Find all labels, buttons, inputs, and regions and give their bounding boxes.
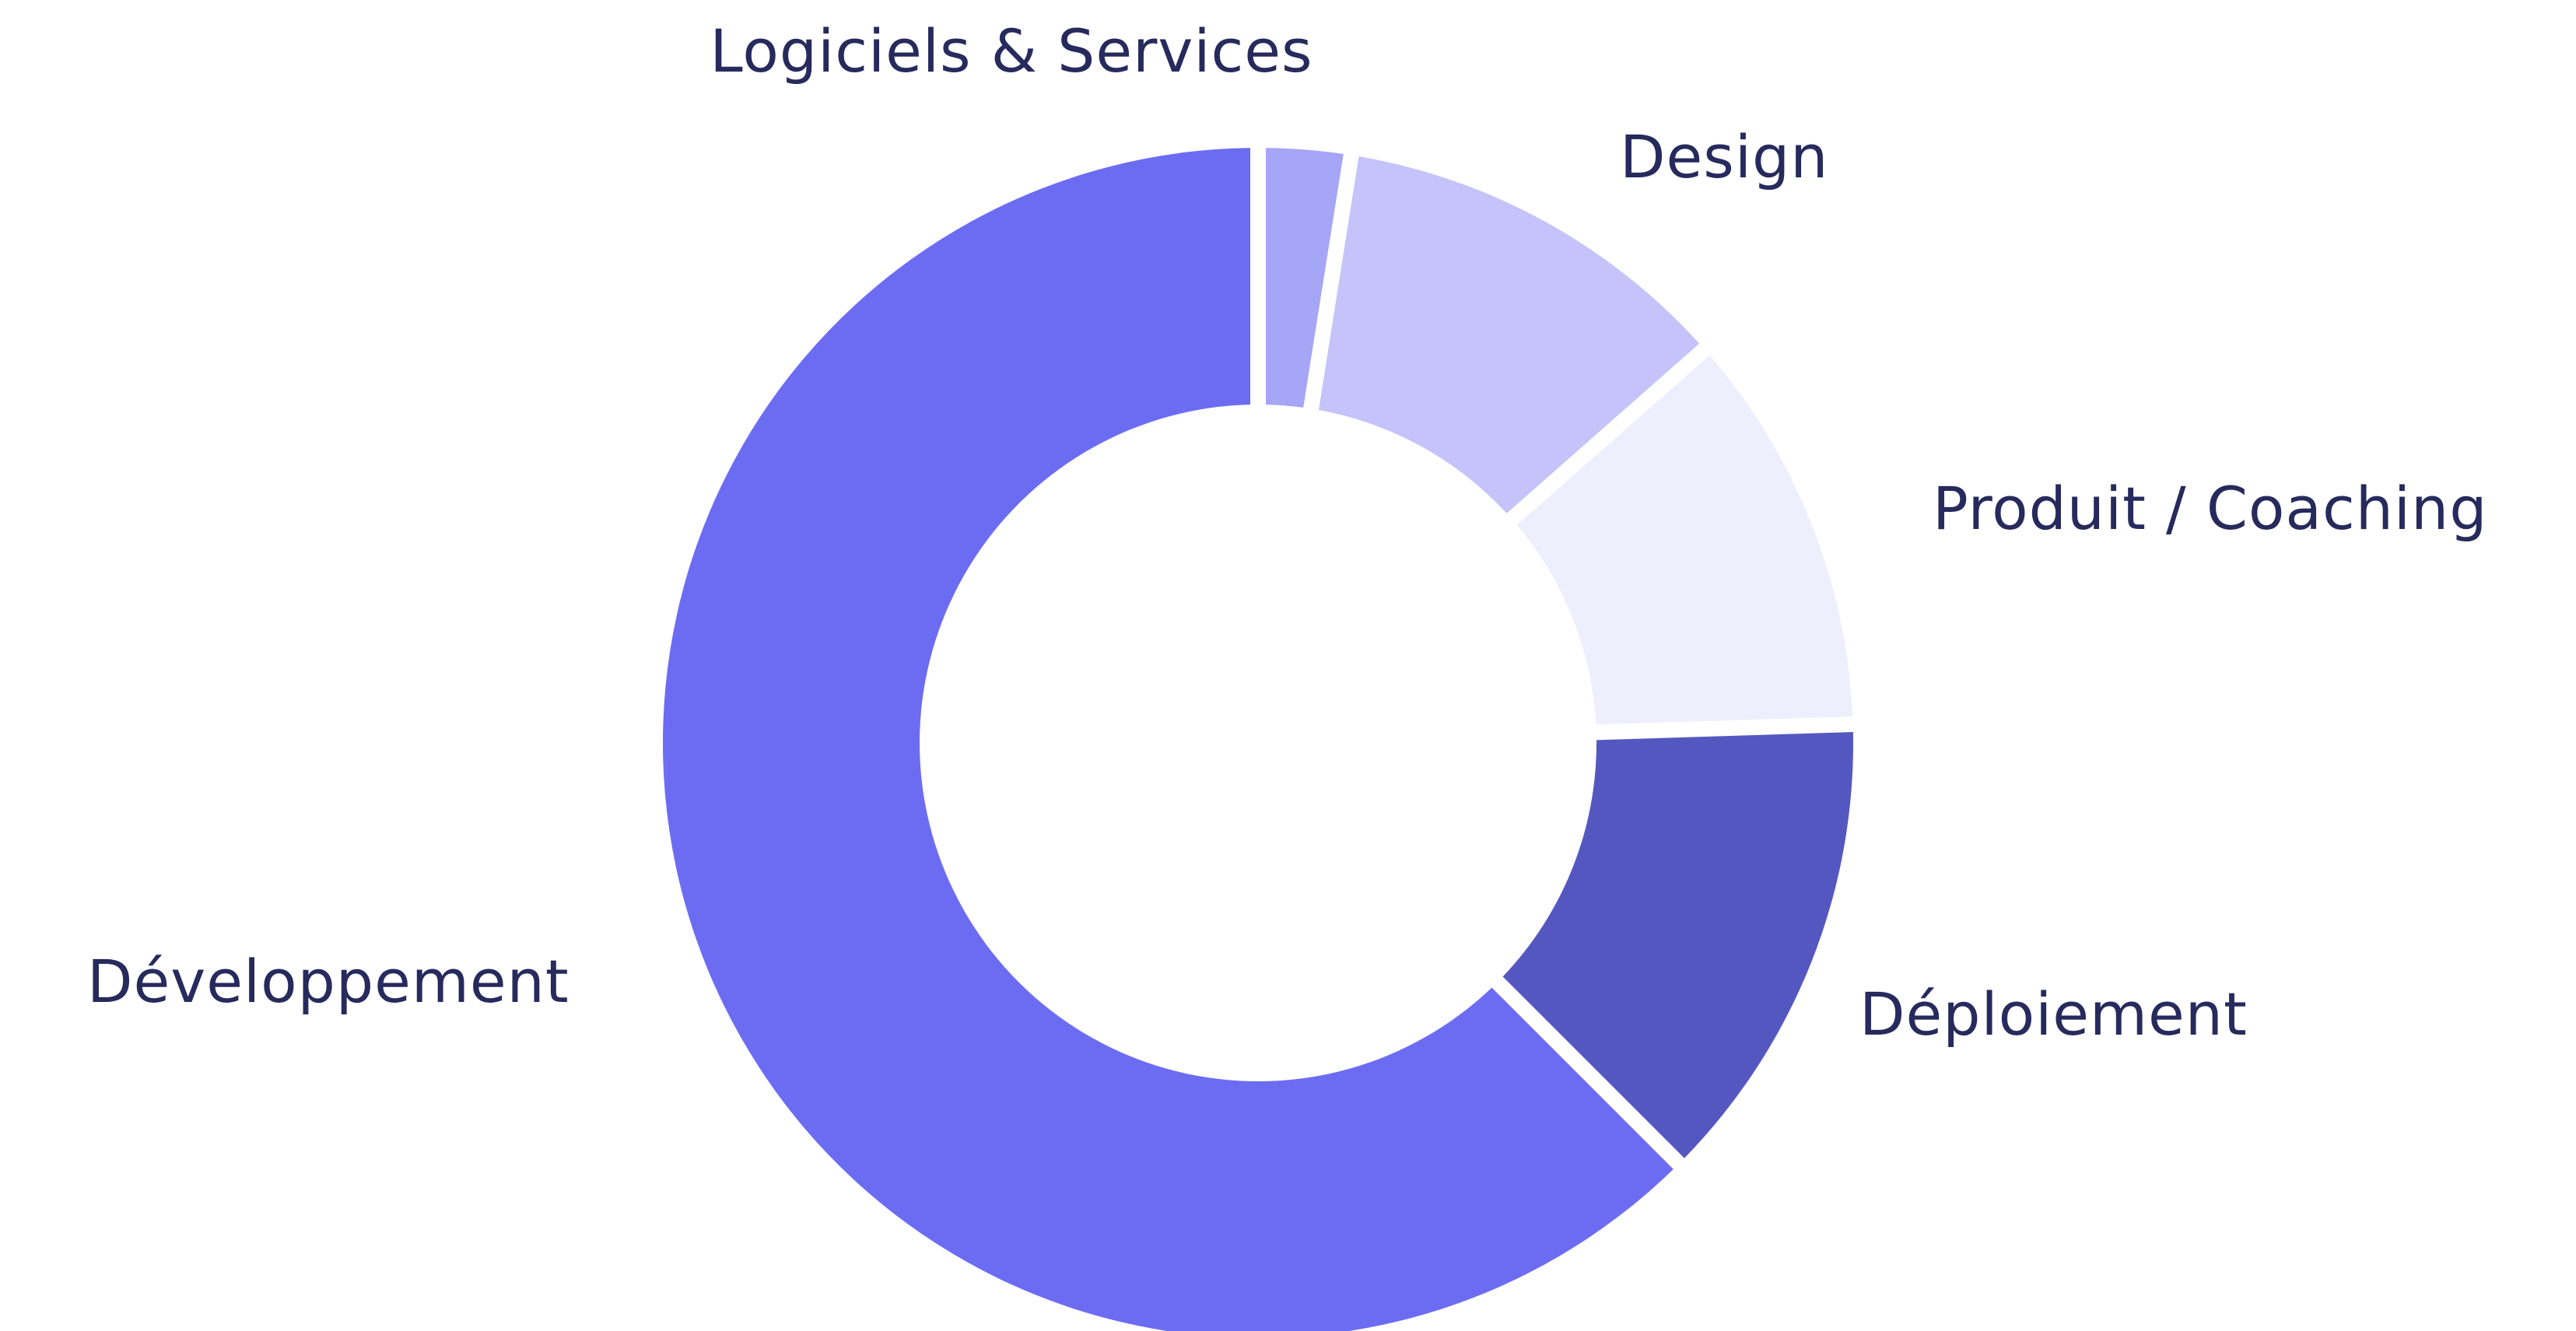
slice-deploiement	[1502, 731, 1854, 1158]
slice-logiciels-services	[1265, 148, 1344, 408]
labels-layer: Logiciels & Services Design Produit / Co…	[87, 16, 2487, 1049]
label-logiciels-services: Logiciels & Services	[710, 16, 1313, 86]
label-produit-coaching: Produit / Coaching	[1933, 474, 2487, 543]
label-deploiement: Déploiement	[1859, 979, 2248, 1049]
slice-design	[1318, 156, 1700, 513]
slice-developpement	[663, 148, 1674, 1331]
label-developpement: Développement	[87, 947, 570, 1016]
label-design: Design	[1620, 122, 1828, 191]
slice-produit-coaching	[1516, 355, 1853, 725]
slices-layer	[663, 148, 1854, 1331]
